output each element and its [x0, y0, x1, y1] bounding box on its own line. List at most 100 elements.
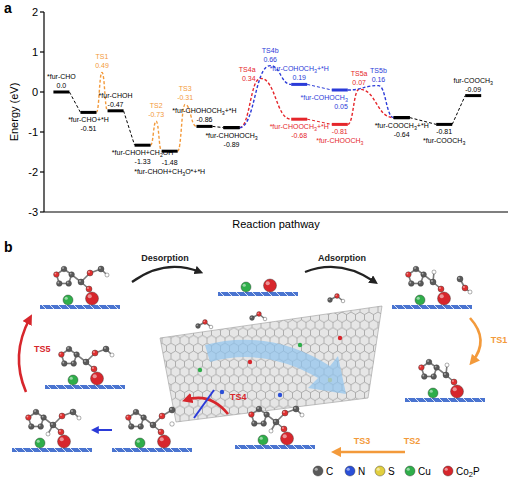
atom [69, 272, 75, 278]
atom-highlight [93, 374, 97, 378]
cu-site [415, 295, 425, 305]
surface-hatch [42, 305, 46, 309]
step-label: TS4 [230, 392, 247, 402]
sheet-atom [220, 390, 224, 394]
marks [53, 66, 481, 152]
atom [128, 424, 134, 430]
text-run: *fur-CHOHOCH [172, 107, 221, 114]
atom-highlight [127, 416, 129, 418]
atom-highlight [301, 414, 302, 415]
legend-swatch [313, 466, 323, 476]
surface-hatch [47, 385, 51, 389]
atom-highlight [265, 413, 267, 415]
atom [46, 432, 50, 436]
surface-hatch [268, 292, 272, 296]
surface-hatch [407, 398, 411, 402]
step-arrow-alt [194, 390, 214, 418]
energy-level [436, 123, 452, 126]
text-run: +*H [417, 122, 429, 129]
energy-level [394, 116, 410, 119]
catalyst-structure [45, 346, 125, 389]
surface-hatch [70, 448, 74, 452]
surface [40, 305, 120, 309]
sheet-atom [278, 393, 282, 397]
atom [196, 324, 201, 329]
surface-hatch [418, 305, 422, 309]
text-run: C [326, 466, 333, 477]
legend-label: S [388, 466, 395, 477]
molecule [406, 266, 472, 294]
surface-hatch [431, 398, 435, 402]
transition-state-label: TS5b [370, 67, 387, 74]
text-run: O*+*H [185, 168, 205, 175]
atom [158, 429, 164, 435]
surface-hatch [458, 305, 462, 309]
sheet-base [160, 306, 382, 422]
y-tick-label: -3 [28, 206, 38, 218]
atom-highlight [88, 271, 90, 273]
sheet-lattice [160, 306, 382, 422]
text-run: *fur-COHOCH [270, 65, 314, 72]
surface-hatch [260, 292, 264, 296]
atom-highlight [39, 425, 41, 427]
surface-hatch [55, 385, 59, 389]
species-label: *fur-CHOH+CH3O*+*H [134, 168, 205, 177]
atom-highlight [67, 282, 69, 284]
surface-hatch [285, 445, 289, 449]
cu-site [428, 388, 438, 398]
atom [77, 416, 81, 420]
surface-hatch [471, 398, 475, 402]
energy-label: 0.66 [263, 56, 277, 63]
atom-highlight [75, 353, 77, 355]
atom-highlight [88, 294, 92, 298]
text-run: *fur-CHO+*H [68, 116, 109, 123]
atom-highlight [250, 413, 252, 415]
energy-label: -0.68 [291, 132, 307, 139]
energy-label: -0.89 [224, 141, 240, 148]
text-run: +*H [225, 107, 237, 114]
surface-hatch [46, 448, 50, 452]
co2p-site [438, 292, 451, 305]
surface-hatch [14, 448, 18, 452]
species-label: *fur-CHOOCH3+*H [270, 123, 329, 132]
atom [74, 352, 80, 358]
surface-hatch [62, 448, 66, 452]
legend-swatch [345, 466, 355, 476]
surface-hatch [178, 448, 182, 452]
sheet-atom [248, 360, 252, 364]
legend-swatch [405, 466, 415, 476]
surface-hatch [301, 445, 305, 449]
atom-highlight [328, 298, 330, 300]
atom [264, 412, 270, 418]
surface-hatch [22, 448, 26, 452]
atom-highlight [414, 267, 416, 269]
text-run: *fur-CHO [47, 73, 76, 80]
atom-highlight [57, 282, 59, 284]
surface-hatch [95, 385, 99, 389]
surface-hatch [154, 448, 158, 452]
surface-hatch [106, 305, 110, 309]
atom [406, 272, 412, 278]
atom-highlight [315, 468, 318, 471]
text-run: Cu [418, 466, 431, 477]
atom-highlight [446, 364, 447, 365]
atom-highlight [92, 367, 94, 369]
atom [408, 281, 414, 287]
energy-level [224, 126, 240, 129]
transition-state-label: TS1 [96, 53, 109, 60]
atom [133, 409, 139, 415]
atom [438, 286, 444, 292]
energy-level [465, 94, 481, 97]
species-label: *fur-CHOOCH3 [316, 137, 363, 146]
labels: *fur-CHO0.0*fur-CHO+*H-0.51TS10.49*fur-C… [47, 47, 493, 178]
surface-hatch [228, 292, 232, 296]
atom [126, 415, 132, 421]
atom [38, 424, 44, 430]
connector [307, 84, 332, 90]
surface-hatch [63, 385, 67, 389]
text-run: *fur-CHOHOCH [205, 132, 254, 139]
atom [281, 426, 287, 432]
y-tick-label: -1 [28, 126, 38, 138]
legend-label: Cu [418, 466, 431, 477]
text-run: 3 [255, 135, 258, 141]
